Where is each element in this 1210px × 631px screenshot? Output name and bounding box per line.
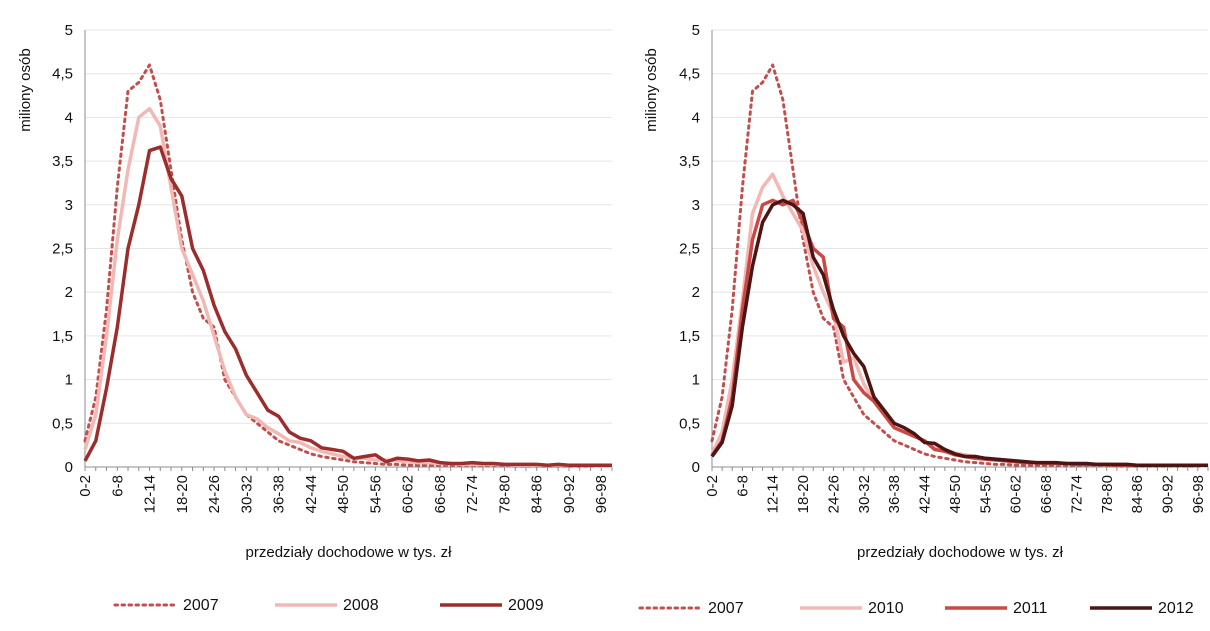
- x-tick-label: 48-50: [335, 475, 352, 513]
- series-line-2010: [710, 172, 1209, 468]
- y-tick-label: 3,5: [52, 153, 73, 170]
- x-tick-label: 36-38: [886, 475, 903, 513]
- x-axis-title: przedziały dochodowe w tys. zł: [857, 544, 1064, 561]
- x-tick-label: 66-68: [432, 475, 449, 513]
- x-tick-label: 66-68: [1038, 475, 1055, 513]
- y-tick-label: 0: [65, 459, 73, 476]
- x-tick-label: 42-44: [303, 475, 320, 513]
- y-tick-label: 3,5: [679, 153, 700, 170]
- legend-label-2008: 2008: [343, 597, 379, 614]
- y-tick-label: 5: [65, 22, 73, 39]
- y-tick-label: 2: [65, 284, 73, 301]
- x-tick-label: 18-20: [174, 475, 191, 513]
- x-tick-label: 24-26: [206, 475, 223, 513]
- y-tick-label: 4: [692, 109, 700, 126]
- legend-label-2011: 2011: [1013, 600, 1048, 617]
- x-tick-label: 84-86: [1129, 475, 1146, 513]
- legend-label-2009: 2009: [508, 597, 544, 614]
- y-tick-label: 0,5: [679, 415, 700, 432]
- chart-panel-2: 0 0,5 1 1,5 2 2,5 3 3,5 4 4,5 5 0-2 6-8 12-14 18-20 24-…: [638, 22, 1210, 617]
- x-tick-label: 24-26: [825, 475, 842, 513]
- y-axis-title: miliony osób: [643, 48, 660, 131]
- y-tick-label: 3: [65, 197, 73, 214]
- x-tick-label: 0-2: [704, 475, 721, 497]
- x-tick-label: 54-56: [977, 475, 994, 513]
- legend-label-2012: 2012: [1158, 600, 1194, 617]
- x-tick-label: 78-80: [496, 475, 513, 513]
- x-tick-label: 60-62: [1008, 475, 1025, 513]
- y-tick-label: 1: [692, 372, 700, 389]
- y-tick-label: 5: [692, 22, 700, 39]
- x-tick-label: 90-92: [1160, 475, 1177, 513]
- y-tick-label: 4: [65, 109, 73, 126]
- x-tick-label: 0-2: [77, 475, 94, 497]
- y-tick-label: 1: [65, 372, 73, 389]
- x-tick-label: 54-56: [367, 475, 384, 513]
- x-tick-label: 96-98: [1190, 475, 1207, 513]
- y-tick-label: 4,5: [679, 66, 700, 83]
- x-tick-label: 30-32: [238, 475, 255, 513]
- series-line-2007: [83, 63, 614, 468]
- y-tick-label: 2: [692, 284, 700, 301]
- y-axis-title: miliony osób: [17, 48, 34, 131]
- legend-label-2007: 2007: [708, 600, 744, 617]
- y-tick-label: 2,5: [52, 241, 73, 258]
- x-tick-label: 60-62: [400, 475, 417, 513]
- x-tick-label: 78-80: [1099, 475, 1116, 513]
- x-tick-label: 96-98: [593, 475, 610, 513]
- y-tick-label: 2,5: [679, 241, 700, 258]
- x-axis-title: przedziały dochodowe w tys. zł: [246, 544, 453, 561]
- x-tick-label: 6-8: [734, 475, 751, 497]
- x-tick-label: 12-14: [142, 475, 159, 513]
- y-tick-label: 0: [692, 459, 700, 476]
- series-line-2012: [710, 198, 1208, 468]
- legend-label-2010: 2010: [868, 600, 904, 617]
- x-tick-label: 72-74: [1068, 475, 1085, 513]
- legend-label-2007: 2007: [183, 597, 219, 614]
- x-tick-label: 36-38: [271, 475, 288, 513]
- x-tick-label: 18-20: [795, 475, 812, 513]
- y-tick-label: 3: [692, 197, 700, 214]
- series-line-2007: [710, 63, 1210, 468]
- series-line-2011: [710, 198, 1208, 468]
- series-line-2009: [83, 145, 612, 468]
- y-tick-label: 4,5: [52, 66, 73, 83]
- x-tick-label: 48-50: [947, 475, 964, 513]
- x-tick-label: 72-74: [464, 475, 481, 513]
- x-tick-label: 90-92: [561, 475, 578, 513]
- x-tick-label: 6-8: [109, 475, 126, 497]
- x-tick-label: 30-32: [856, 475, 873, 513]
- chart-panel-1: 0 0,5 1 1,5 2 2,5 3 3,5 4 4,5 5 0-2 6-8 12-14 18-20 24-…: [17, 22, 614, 614]
- y-tick-label: 1,5: [679, 328, 700, 345]
- x-tick-label: 84-86: [529, 475, 546, 513]
- y-tick-label: 0,5: [52, 415, 73, 432]
- x-tick-label: 12-14: [765, 475, 782, 513]
- x-tick-label: 42-44: [917, 475, 934, 513]
- y-tick-label: 1,5: [52, 328, 73, 345]
